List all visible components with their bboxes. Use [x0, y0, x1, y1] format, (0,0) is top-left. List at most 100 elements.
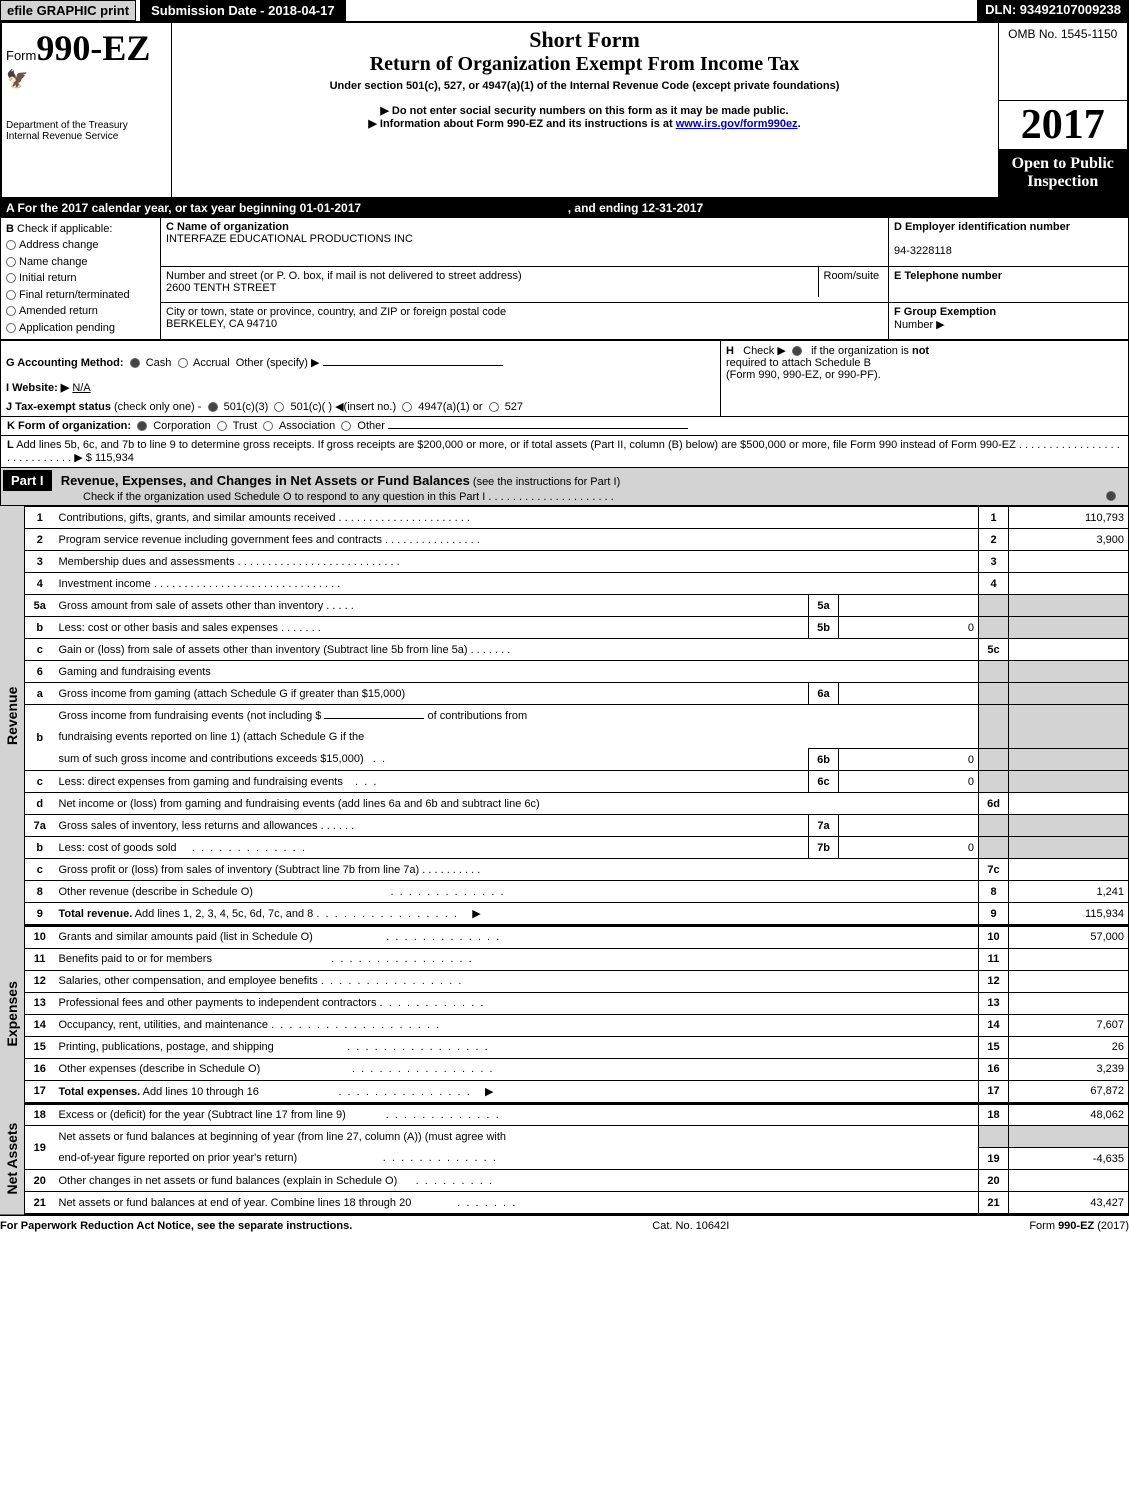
line-10-num: 10 — [25, 926, 55, 948]
line-5a-minival — [839, 595, 979, 617]
line-17: 17 Total expenses. Add lines 10 through … — [25, 1080, 1129, 1102]
opt-other-specify: Other (specify) ▶ — [236, 357, 320, 369]
line-7b-shaded-val — [1009, 837, 1129, 859]
line-12-desc: Salaries, other compensation, and employ… — [59, 975, 318, 987]
line-6b-3: sum of such gross income and contributio… — [25, 749, 1129, 771]
line-14-col: 14 — [979, 1014, 1009, 1036]
part1-title: Revenue, Expenses, and Changes in Net As… — [61, 473, 470, 488]
line-14-desc: Occupancy, rent, utilities, and maintena… — [59, 1019, 269, 1031]
sidebar-netassets: Net Assets — [0, 1103, 24, 1215]
checkbox-amended-return[interactable] — [6, 306, 16, 316]
line-5a-shaded-col — [979, 595, 1009, 617]
ein-value: 94-3228118 — [894, 245, 1123, 257]
line-14: 14 Occupancy, rent, utilities, and maint… — [25, 1014, 1129, 1036]
line-6b3-shaded-val — [1009, 749, 1129, 771]
open-public-line1: Open to Public — [1003, 155, 1124, 173]
section-h-text3: required to attach Schedule B — [726, 357, 871, 369]
radio-corporation[interactable] — [137, 421, 147, 431]
line-4-val — [1009, 573, 1129, 595]
line-18-col: 18 — [979, 1104, 1009, 1126]
line-5a-num: 5a — [25, 595, 55, 617]
radio-association[interactable] — [263, 421, 273, 431]
opt-trust: Trust — [233, 420, 258, 432]
other-org-blank[interactable] — [388, 428, 688, 429]
line-6c-minival: 0 — [839, 771, 979, 793]
opt-association: Association — [279, 420, 335, 432]
radio-other-org[interactable] — [341, 421, 351, 431]
revenue-table: 1 Contributions, gifts, grants, and simi… — [24, 506, 1129, 925]
checkbox-h[interactable] — [792, 346, 802, 356]
checkbox-initial-return[interactable] — [6, 273, 16, 283]
line-6a-shaded-val — [1009, 683, 1129, 705]
submission-date-button[interactable]: Submission Date - 2018-04-17 — [140, 0, 346, 21]
line-21-desc: Net assets or fund balances at end of ye… — [59, 1197, 412, 1209]
line-14-num: 14 — [25, 1014, 55, 1036]
line-19-shaded-col — [979, 1126, 1009, 1148]
line-6c-desc: Less: direct expenses from gaming and fu… — [59, 776, 343, 788]
section-k-row: K Form of organization: Corporation Trus… — [0, 417, 1129, 436]
checkbox-address-change[interactable] — [6, 240, 16, 250]
sidebar-revenue: Revenue — [0, 506, 24, 925]
section-l-text: Add lines 5b, 6c, and 7b to line 9 to de… — [16, 439, 1016, 451]
line-7c: c Gross profit or (loss) from sales of i… — [25, 859, 1129, 881]
line-9-desc: Add lines 1, 2, 3, 4, 5c, 6d, 7c, and 8 — [135, 908, 314, 920]
line-6d-desc: Net income or (loss) from gaming and fun… — [59, 798, 540, 810]
line-9-num: 9 — [25, 903, 55, 925]
opt-final-return: Final return/terminated — [19, 289, 130, 301]
line-9: 9 Total revenue. Add lines 1, 2, 3, 4, 5… — [25, 903, 1129, 925]
opt-other-org: Other — [357, 420, 385, 432]
line-8: 8 Other revenue (describe in Schedule O)… — [25, 881, 1129, 903]
line-5b-shaded-col — [979, 617, 1009, 639]
line-3-desc: Membership dues and assessments — [59, 556, 235, 568]
line-19-desc2: end-of-year figure reported on prior yea… — [59, 1152, 298, 1164]
line-6b-2: fundraising events reported on line 1) (… — [25, 727, 1129, 749]
part1-dots: . . . . . . . . . . . . . . . . . . . . … — [488, 491, 613, 503]
top-bar: efile GRAPHIC print Submission Date - 20… — [0, 0, 1129, 21]
part1-header-row: Part I Revenue, Expenses, and Changes in… — [0, 468, 1129, 506]
line-6-desc: Gaming and fundraising events — [59, 666, 211, 678]
irs-link[interactable]: www.irs.gov/form990ez — [676, 118, 798, 130]
radio-501c[interactable] — [274, 402, 284, 412]
radio-cash[interactable] — [130, 358, 140, 368]
ssn-warning: ▶ Do not enter social security numbers o… — [176, 104, 994, 117]
opt-name-change: Name change — [19, 256, 88, 268]
line-6b-blank[interactable] — [324, 718, 424, 719]
radio-trust[interactable] — [217, 421, 227, 431]
line-5c-num: c — [25, 639, 55, 661]
radio-4947[interactable] — [402, 402, 412, 412]
radio-501c3[interactable] — [208, 402, 218, 412]
line-8-col: 8 — [979, 881, 1009, 903]
line-1-desc: Contributions, gifts, grants, and simila… — [59, 512, 336, 524]
checkbox-schedule-o[interactable] — [1106, 491, 1116, 501]
line-5b-num: b — [25, 617, 55, 639]
other-specify-blank[interactable] — [323, 365, 503, 366]
efile-print-button[interactable]: efile GRAPHIC print — [0, 0, 136, 21]
line-14-val: 7,607 — [1009, 1014, 1129, 1036]
line-7a-shaded-col — [979, 815, 1009, 837]
line-2-val: 3,900 — [1009, 529, 1129, 551]
part1-check-note: Check if the organization used Schedule … — [3, 491, 485, 503]
section-b-label: B — [6, 223, 14, 235]
line-6c-mini: 6c — [809, 771, 839, 793]
line-19-col: 19 — [979, 1148, 1009, 1170]
line-5b: b Less: cost or other basis and sales ex… — [25, 617, 1129, 639]
line-7a-desc: Gross sales of inventory, less returns a… — [59, 820, 318, 832]
line-5a-mini: 5a — [809, 595, 839, 617]
line-13-num: 13 — [25, 992, 55, 1014]
line-8-val: 1,241 — [1009, 881, 1129, 903]
radio-527[interactable] — [489, 402, 499, 412]
radio-accrual[interactable] — [178, 358, 188, 368]
checkbox-final-return[interactable] — [6, 290, 16, 300]
line-18-num: 18 — [25, 1104, 55, 1126]
line-15-val: 26 — [1009, 1036, 1129, 1058]
line-7c-col: 7c — [979, 859, 1009, 881]
line-17-desc-bold: Total expenses. — [59, 1086, 141, 1098]
section-j-sub: (check only one) - — [114, 401, 201, 413]
checkbox-application-pending[interactable] — [6, 323, 16, 333]
line-7b-num: b — [25, 837, 55, 859]
note2-prefix: ▶ Information about Form 990-EZ and its … — [368, 118, 675, 130]
checkbox-name-change[interactable] — [6, 257, 16, 267]
line-6d: d Net income or (loss) from gaming and f… — [25, 793, 1129, 815]
line-4-desc: Investment income — [59, 578, 151, 590]
line-9-col: 9 — [979, 903, 1009, 925]
